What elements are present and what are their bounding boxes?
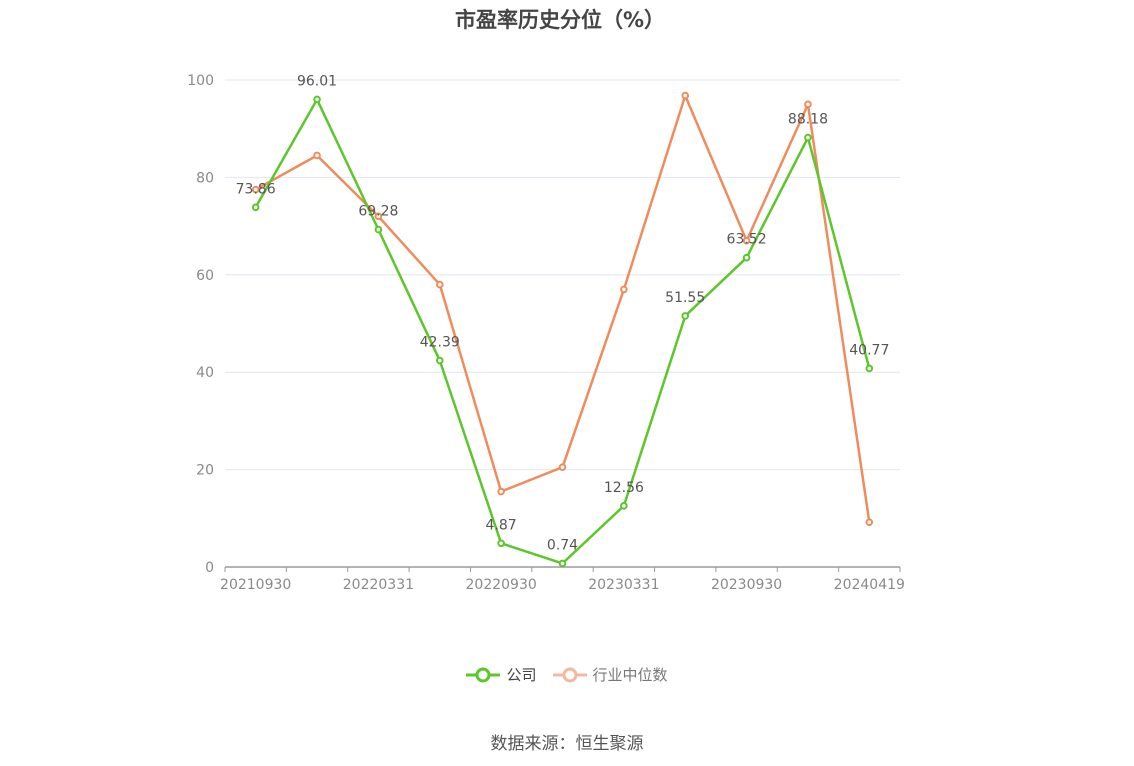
y-axis: 0 20 40 60 80 100 <box>187 73 214 576</box>
y-tick-label: 20 <box>196 463 214 479</box>
data-point-company[interactable] <box>558 559 567 568</box>
data-point-industry[interactable] <box>558 463 567 471</box>
data-label: 73.86 <box>236 181 276 197</box>
data-point-industry[interactable] <box>497 487 505 496</box>
data-point-company[interactable] <box>742 253 751 262</box>
series-line-industry <box>255 94 871 523</box>
x-tick-label: 20240419 <box>834 577 905 593</box>
legend-company-icon <box>466 667 501 682</box>
legend-industry-icon <box>552 667 587 682</box>
y-tick-label: 40 <box>196 365 214 381</box>
legend-industry-label: 行业中位数 <box>592 666 668 684</box>
legend: 公司 行业中位数 <box>0 664 1134 685</box>
data-label: 0.74 <box>547 537 578 553</box>
data-label: 12.56 <box>604 480 644 496</box>
data-point-industry[interactable] <box>742 236 751 245</box>
data-label: 42.39 <box>420 335 460 351</box>
y-tick-label: 100 <box>187 73 214 89</box>
series-group <box>251 91 874 568</box>
data-point-industry[interactable] <box>374 212 383 221</box>
data-labels: 73.86 96.01 69.28 42.39 4.87 0.74 12.56 51.55 63… <box>236 73 890 553</box>
data-point-company[interactable] <box>804 133 812 142</box>
data-point-industry[interactable] <box>313 151 321 160</box>
data-label: 51.55 <box>665 290 705 306</box>
data-point-company[interactable] <box>435 356 444 365</box>
data-label: 88.18 <box>788 112 828 128</box>
data-point-industry[interactable] <box>865 518 874 526</box>
legend-company-label: 公司 <box>506 666 537 684</box>
data-point-industry[interactable] <box>620 285 628 294</box>
x-tick-label: 20220331 <box>343 577 414 593</box>
x-axis: 20210930 20220331 20220930 20230331 20230930… <box>220 566 905 593</box>
chart-title: 市盈率历史分位（%） <box>454 8 666 32</box>
data-label: 96.01 <box>297 73 337 89</box>
data-point-company[interactable] <box>497 539 505 548</box>
data-point-company[interactable] <box>681 312 690 320</box>
y-tick-label: 0 <box>205 560 214 576</box>
y-tick-label: 60 <box>196 268 214 284</box>
data-label: 69.28 <box>358 204 398 220</box>
x-tick-label: 20230930 <box>711 577 782 593</box>
y-tick-label: 80 <box>196 170 214 186</box>
x-tick-label: 20220930 <box>466 577 537 593</box>
data-point-industry[interactable] <box>251 185 260 194</box>
data-point-industry[interactable] <box>435 280 444 289</box>
data-point-company[interactable] <box>865 364 874 373</box>
data-point-company[interactable] <box>313 95 321 104</box>
data-label: 63.52 <box>727 232 767 248</box>
data-point-company[interactable] <box>251 203 260 212</box>
data-source: 数据来源：恒生聚源 <box>490 734 644 754</box>
x-tick-label: 20230331 <box>588 577 659 593</box>
data-point-industry[interactable] <box>681 91 690 100</box>
data-point-company[interactable] <box>374 225 383 234</box>
data-label: 40.77 <box>849 342 889 358</box>
grid-lines <box>225 79 900 471</box>
x-tick-label: 20210930 <box>220 577 291 593</box>
legend-item-company[interactable]: 公司 <box>466 664 537 685</box>
data-point-company[interactable] <box>620 502 628 510</box>
data-point-industry[interactable] <box>804 100 812 109</box>
series-line-company <box>254 98 871 565</box>
data-label: 4.87 <box>486 517 517 533</box>
legend-item-industry[interactable]: 行业中位数 <box>552 664 668 685</box>
